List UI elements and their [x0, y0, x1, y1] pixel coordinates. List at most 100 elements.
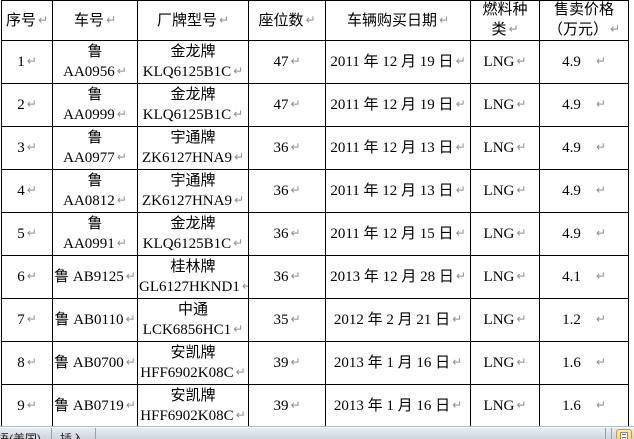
cell-purchase-date[interactable]: 2011 年 12 月 13 日 ↵ — [325, 126, 471, 170]
cell-seq[interactable]: 2 ↵ — [1, 83, 53, 127]
cell-end-mark-icon: ↵ — [516, 97, 527, 111]
cell-end-mark-icon: ↵ — [452, 355, 463, 369]
cell-seats[interactable]: 39 ↵ — [248, 384, 326, 427]
cell-price[interactable]: 1.6 ↵ — [539, 384, 629, 427]
header-plate[interactable]: 车号 ↵ — [52, 0, 138, 41]
cell-end-mark-icon: ↵ — [516, 140, 527, 154]
cell-purchase-date[interactable]: 2011 年 12 月 15 日 ↵ — [325, 212, 471, 256]
cell-seats[interactable]: 39 ↵ — [248, 341, 326, 385]
price-value: 4.9 — [562, 97, 581, 113]
cell-end-mark-icon: ↵ — [26, 312, 37, 326]
cell-model[interactable]: 金龙牌 KLQ6125B1C ↵ — [137, 212, 249, 256]
cell-seq[interactable]: 8 ↵ — [1, 341, 53, 385]
cell-purchase-date[interactable]: 2011 年 12 月 19 日 ↵ — [325, 40, 471, 84]
cell-end-mark-icon: ↵ — [595, 398, 606, 412]
cell-end-mark-icon: ↵ — [452, 398, 463, 412]
header-price[interactable]: 售卖价格 （万元） ↵ — [539, 0, 629, 41]
document-page[interactable]: 序号 ↵ 车号 ↵ 厂牌型号 ↵ 座位数 ↵ 车辆购买日期 ↵ 燃料种 类 ↵ 售卖价格 （… — [1, 0, 629, 427]
cell-seq[interactable]: 1 ↵ — [1, 40, 53, 84]
header-seats[interactable]: 座位数 ↵ — [248, 0, 326, 41]
cell-fuel[interactable]: LNG ↵ — [470, 40, 540, 84]
cell-end-mark-icon: ↵ — [233, 192, 245, 207]
cell-price[interactable]: 4.9 ↵ — [539, 212, 629, 256]
cell-end-mark-icon: ↵ — [595, 355, 606, 369]
cell-model[interactable]: 金龙牌 KLQ6125B1C ↵ — [137, 40, 249, 84]
cell-seq[interactable]: 6 ↵ — [1, 255, 53, 299]
cell-end-mark-icon: ↵ — [125, 269, 136, 283]
cell-plate[interactable]: 鲁 AA0977 ↵ — [52, 126, 138, 170]
cell-plate[interactable]: 鲁 AB0110 ↵ — [52, 298, 138, 342]
cell-seq[interactable]: 9 ↵ — [1, 384, 53, 427]
purchase-date-value: 2011 年 12 月 13 日 — [330, 140, 454, 156]
plate-value: 鲁 AB0719 — [54, 398, 124, 414]
status-language[interactable]: 语(美国) — [0, 432, 41, 439]
cell-end-mark-icon: ↵ — [438, 12, 450, 27]
cell-purchase-date[interactable]: 2013 年 1 月 16 日 ↵ — [325, 384, 471, 427]
seq-value: 5 — [17, 226, 25, 242]
cell-model[interactable]: 宇通牌 ZK6127HNA9 ↵ — [137, 126, 249, 170]
cell-fuel[interactable]: LNG ↵ — [470, 255, 540, 299]
cell-fuel[interactable]: LNG ↵ — [470, 212, 540, 256]
cell-plate[interactable]: 鲁 AA0999 ↵ — [52, 83, 138, 127]
cell-seq[interactable]: 4 ↵ — [1, 169, 53, 213]
cell-fuel[interactable]: LNG ↵ — [470, 126, 540, 170]
status-insert-mode[interactable]: 插入 — [60, 432, 85, 439]
cell-end-mark-icon: ↵ — [218, 12, 230, 27]
cell-model[interactable]: 桂林牌 GL6127HKND1↵ — [137, 255, 249, 299]
plate-value: 鲁 AB0110 — [54, 312, 124, 328]
cell-plate[interactable]: 鲁 AB9125 ↵ — [52, 255, 138, 299]
table-body: 1 ↵ 鲁 AA0956 ↵ 金龙牌 KLQ6125B1C ↵ 47 ↵ 2011 年 … — [1, 40, 629, 427]
cell-seats[interactable]: 36 ↵ — [248, 212, 326, 256]
cell-purchase-date[interactable]: 2012 年 2 月 21 日 ↵ — [325, 298, 471, 342]
cell-seats[interactable]: 36 ↵ — [248, 169, 326, 213]
cell-seq[interactable]: 7 ↵ — [1, 298, 53, 342]
page-view-button[interactable] — [616, 429, 632, 439]
cell-plate[interactable]: 鲁 AB0700 ↵ — [52, 341, 138, 385]
header-model[interactable]: 厂牌型号 ↵ — [137, 0, 249, 41]
cell-end-mark-icon: ↵ — [290, 183, 301, 197]
header-fuel[interactable]: 燃料种 类 ↵ — [470, 0, 540, 41]
cell-fuel[interactable]: LNG ↵ — [470, 83, 540, 127]
cell-end-mark-icon: ↵ — [26, 54, 37, 68]
cell-model[interactable]: 金龙牌 KLQ6125B1C ↵ — [137, 83, 249, 127]
cell-fuel[interactable]: LNG ↵ — [470, 298, 540, 342]
cell-model[interactable]: 安凯牌 HFF6902K08C ↵ — [137, 384, 249, 427]
cell-seq[interactable]: 5 ↵ — [1, 212, 53, 256]
cell-price[interactable]: 4.9 ↵ — [539, 40, 629, 84]
cell-plate[interactable]: 鲁 AA0812 ↵ — [52, 169, 138, 213]
cell-fuel[interactable]: LNG ↵ — [470, 169, 540, 213]
cell-end-mark-icon: ↵ — [26, 97, 37, 111]
cell-seats[interactable]: 47 ↵ — [248, 83, 326, 127]
cell-model[interactable]: 中通 LCK6856HC1 ↵ — [137, 298, 249, 342]
cell-end-mark-icon: ↵ — [516, 226, 527, 240]
cell-seats[interactable]: 35 ↵ — [248, 298, 326, 342]
cell-seq[interactable]: 3 ↵ — [1, 126, 53, 170]
cell-price[interactable]: 4.9 ↵ — [539, 126, 629, 170]
cell-model[interactable]: 宇通牌 ZK6127HNA9 ↵ — [137, 169, 249, 213]
cell-model[interactable]: 安凯牌 HFF6902K08C ↵ — [137, 341, 249, 385]
header-seq[interactable]: 序号 ↵ — [1, 0, 53, 41]
cell-purchase-date[interactable]: 2011 年 12 月 19 日 ↵ — [325, 83, 471, 127]
seats-value: 39 — [273, 355, 289, 371]
cell-end-mark-icon: ↵ — [235, 364, 246, 379]
cell-fuel[interactable]: LNG ↵ — [470, 384, 540, 427]
cell-purchase-date[interactable]: 2013 年 1 月 16 日 ↵ — [325, 341, 471, 385]
cell-price[interactable]: 4.9 ↵ — [539, 169, 629, 213]
cell-purchase-date[interactable]: 2011 年 12 月 13 日 ↵ — [325, 169, 471, 213]
cell-price[interactable]: 4.9 ↵ — [539, 83, 629, 127]
cell-price[interactable]: 1.2 ↵ — [539, 298, 629, 342]
model-value: 桂林牌 GL6127HKND1 — [139, 258, 240, 295]
cell-fuel[interactable]: LNG ↵ — [470, 341, 540, 385]
plate-value: 鲁 AB9125 — [54, 269, 124, 285]
cell-price[interactable]: 4.1 ↵ — [539, 255, 629, 299]
cell-plate[interactable]: 鲁 AA0991 ↵ — [52, 212, 138, 256]
cell-price[interactable]: 1.6 ↵ — [539, 341, 629, 385]
cell-seats[interactable]: 47 ↵ — [248, 40, 326, 84]
cell-plate[interactable]: 鲁 AA0956 ↵ — [52, 40, 138, 84]
cell-purchase-date[interactable]: 2013 年 12 月 28 日 ↵ — [325, 255, 471, 299]
cell-seats[interactable]: 36 ↵ — [248, 255, 326, 299]
cell-end-mark-icon: ↵ — [455, 54, 466, 68]
header-purchase-date[interactable]: 车辆购买日期 ↵ — [325, 0, 471, 41]
cell-seats[interactable]: 36 ↵ — [248, 126, 326, 170]
cell-plate[interactable]: 鲁 AB0719 ↵ — [52, 384, 138, 427]
